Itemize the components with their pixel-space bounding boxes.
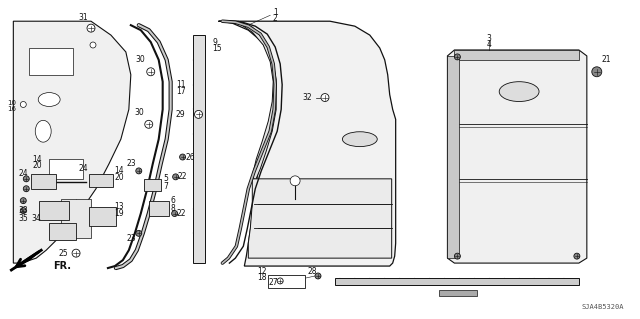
Text: 15: 15	[212, 44, 222, 54]
Ellipse shape	[499, 82, 539, 101]
Text: 2: 2	[273, 14, 278, 23]
Ellipse shape	[35, 120, 51, 142]
Text: FR.: FR.	[53, 261, 71, 271]
Text: 23: 23	[126, 160, 136, 168]
Polygon shape	[61, 199, 91, 238]
Circle shape	[72, 249, 80, 257]
Text: 17: 17	[176, 87, 186, 96]
Text: 32: 32	[303, 93, 312, 102]
Text: 21: 21	[601, 56, 611, 64]
Polygon shape	[31, 174, 56, 189]
Text: 30: 30	[134, 108, 143, 117]
Circle shape	[277, 278, 283, 284]
Circle shape	[147, 68, 155, 76]
Text: 6: 6	[170, 196, 175, 205]
Text: 13: 13	[114, 202, 124, 211]
Text: 33: 33	[19, 206, 28, 215]
Text: 29: 29	[176, 110, 186, 119]
Circle shape	[321, 93, 329, 101]
Text: SJA4B5320A: SJA4B5320A	[581, 304, 623, 310]
Polygon shape	[89, 207, 116, 226]
Polygon shape	[225, 21, 276, 181]
Circle shape	[23, 176, 29, 182]
Text: 8: 8	[170, 204, 175, 213]
Polygon shape	[12, 250, 41, 270]
Text: 35: 35	[19, 214, 28, 223]
Circle shape	[90, 42, 96, 48]
Circle shape	[290, 176, 300, 186]
Polygon shape	[13, 21, 131, 263]
Circle shape	[136, 230, 142, 236]
Text: 14: 14	[114, 167, 124, 175]
Circle shape	[136, 168, 142, 174]
Polygon shape	[193, 35, 205, 263]
Circle shape	[173, 174, 179, 180]
Text: 10: 10	[7, 100, 16, 106]
Polygon shape	[39, 201, 69, 220]
Polygon shape	[454, 50, 579, 60]
Circle shape	[454, 253, 460, 259]
Text: 24: 24	[78, 164, 88, 174]
Text: 18: 18	[257, 273, 267, 282]
Text: 25: 25	[58, 249, 68, 258]
Polygon shape	[144, 179, 161, 191]
Circle shape	[315, 273, 321, 279]
Text: 34: 34	[31, 214, 41, 223]
Circle shape	[172, 211, 178, 217]
Polygon shape	[218, 21, 396, 266]
Polygon shape	[248, 179, 392, 258]
Text: 20: 20	[33, 161, 42, 170]
Text: 31: 31	[78, 13, 88, 22]
Polygon shape	[49, 159, 83, 179]
Text: 7: 7	[163, 182, 168, 191]
Circle shape	[180, 154, 186, 160]
Circle shape	[23, 186, 29, 192]
Circle shape	[20, 208, 26, 213]
Text: 19: 19	[114, 209, 124, 218]
Text: 4: 4	[487, 40, 492, 48]
Polygon shape	[89, 174, 113, 187]
Text: 22: 22	[178, 172, 188, 181]
Polygon shape	[440, 290, 477, 296]
Ellipse shape	[38, 93, 60, 107]
Polygon shape	[148, 201, 169, 216]
Circle shape	[454, 54, 460, 60]
Polygon shape	[447, 56, 460, 258]
Text: 26: 26	[186, 152, 195, 161]
Circle shape	[20, 198, 26, 204]
Text: 16: 16	[7, 107, 16, 112]
Text: 12: 12	[257, 266, 267, 276]
Text: 11: 11	[176, 80, 186, 89]
Polygon shape	[49, 223, 76, 240]
Text: 22: 22	[177, 209, 186, 218]
Text: 3: 3	[487, 33, 492, 42]
Text: 5: 5	[163, 174, 168, 183]
Polygon shape	[29, 48, 73, 75]
Polygon shape	[447, 50, 587, 263]
Circle shape	[592, 67, 602, 77]
Ellipse shape	[342, 132, 377, 147]
Text: 9: 9	[212, 38, 218, 47]
Text: 30: 30	[136, 56, 146, 64]
Circle shape	[145, 120, 153, 128]
Text: 23: 23	[126, 234, 136, 243]
Circle shape	[195, 110, 202, 118]
Circle shape	[574, 253, 580, 259]
Text: 28: 28	[307, 266, 317, 276]
Polygon shape	[335, 278, 579, 285]
Text: 24: 24	[19, 169, 28, 178]
Text: 14: 14	[33, 154, 42, 164]
Circle shape	[20, 101, 26, 108]
Text: 20: 20	[114, 173, 124, 182]
Text: 1: 1	[273, 8, 278, 17]
Text: 27: 27	[268, 278, 278, 287]
Circle shape	[87, 24, 95, 32]
